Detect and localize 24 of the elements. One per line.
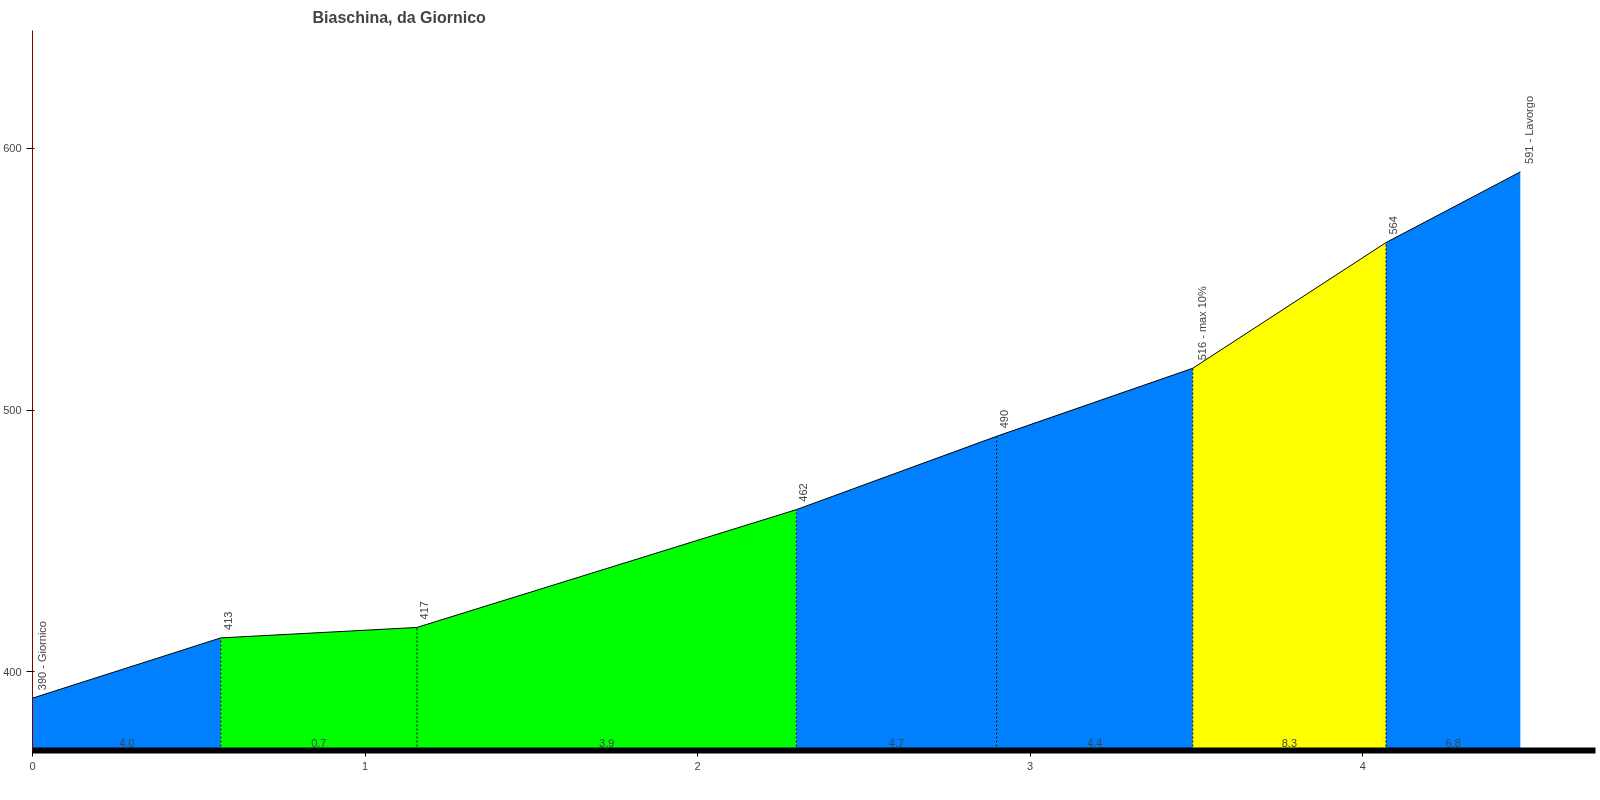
annotation: 8,3 <box>1281 736 1298 749</box>
y-tick-label: 600 <box>3 142 22 155</box>
annotation: 4,4 <box>1087 736 1103 749</box>
annotation: 6,8 <box>1445 736 1461 749</box>
x-tick-label: 0 <box>29 759 36 772</box>
annotation: 3,9 <box>599 736 615 749</box>
data-label: 462 <box>797 483 810 502</box>
data-label: 591 - Lavorgo <box>1523 95 1536 164</box>
x-tick-label: 4 <box>1359 759 1366 772</box>
x-tick-label: 3 <box>1027 759 1034 772</box>
x-tick-label: 2 <box>694 759 701 772</box>
y-tick-label: 500 <box>3 404 22 417</box>
data-label: 413 <box>221 611 234 630</box>
x-tick-label: 1 <box>361 759 369 772</box>
data-label: 564 <box>1386 216 1399 235</box>
annotation: 4,0 <box>118 736 135 749</box>
y-tick-label: 400 <box>3 665 22 678</box>
data-label: 490 <box>997 409 1010 429</box>
data-label: 417 <box>417 601 430 620</box>
chart-title: Biaschina, da Giornico <box>312 8 487 26</box>
annotation: 0,7 <box>311 736 327 749</box>
data-label: 390 - Giornico <box>35 621 48 691</box>
annotation: 4,7 <box>888 736 905 749</box>
data-label: 516 - max 10% <box>1195 286 1208 361</box>
